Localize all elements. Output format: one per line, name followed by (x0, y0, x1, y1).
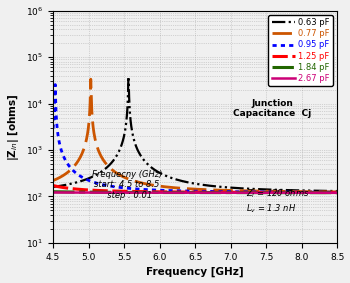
Line: 1.84 pF: 1.84 pF (53, 192, 337, 193)
0.95 pF (93, 181, 97, 184)
1.84 pF (332, 191, 336, 194)
0.95 pF (231, 190, 235, 193)
2.67 pF (180, 191, 184, 194)
2.67 pF (89, 191, 93, 194)
Line: 0.77 pF: 0.77 pF (53, 79, 337, 192)
0.77 pF (90, 109, 94, 113)
2.67 pF (231, 191, 235, 194)
0.95 pF (332, 190, 337, 194)
2.67 pF (51, 191, 55, 194)
1.84 pF (51, 190, 55, 193)
Line: 0.63 pF: 0.63 pF (53, 77, 337, 191)
0.63 pF (181, 179, 185, 183)
0.77 pF (181, 187, 185, 190)
0.95 pF (126, 186, 131, 190)
0.77 pF (93, 137, 97, 140)
1.84 pF (335, 191, 340, 194)
0.63 pF (89, 175, 93, 179)
0.77 pF (51, 179, 55, 182)
0.77 pF (231, 189, 235, 192)
1.25 pF (332, 191, 336, 194)
Line: 0.95 pF: 0.95 pF (53, 85, 337, 192)
Text: $Z_l$ = 120 ohms
$L_v$ = 1.3 nH: $Z_l$ = 120 ohms $L_v$ = 1.3 nH (246, 188, 310, 215)
1.25 pF (180, 190, 184, 194)
0.63 pF (51, 185, 55, 188)
0.63 pF (92, 174, 97, 177)
1.84 pF (126, 191, 130, 194)
0.63 pF (335, 189, 340, 193)
X-axis label: Frequency [GHz]: Frequency [GHz] (146, 267, 244, 277)
0.77 pF (332, 190, 337, 194)
1.84 pF (92, 190, 97, 194)
0.63 pF (126, 90, 130, 93)
2.67 pF (92, 191, 97, 194)
Legend: 0.63 pF, 0.77 pF, 0.95 pF, 1.25 pF, 1.84 pF, 2.67 pF: 0.63 pF, 0.77 pF, 0.95 pF, 1.25 pF, 1.84… (268, 15, 333, 86)
0.63 pF (126, 75, 131, 78)
1.25 pF (231, 191, 235, 194)
2.67 pF (332, 191, 336, 194)
0.95 pF (335, 190, 340, 194)
Text: Junction
Capacitance  Cj: Junction Capacitance Cj (233, 99, 311, 118)
2.67 pF (126, 191, 130, 194)
1.25 pF (335, 191, 340, 194)
0.95 pF (53, 83, 57, 86)
0.63 pF (231, 186, 235, 190)
1.84 pF (89, 190, 93, 194)
1.25 pF (89, 188, 93, 192)
Line: 1.25 pF: 1.25 pF (53, 186, 337, 192)
0.77 pF (126, 177, 131, 181)
1.25 pF (51, 184, 55, 187)
Y-axis label: |Z$_{in}$| [ohms]: |Z$_{in}$| [ohms] (6, 93, 21, 161)
0.63 pF (332, 189, 337, 193)
0.95 pF (90, 180, 94, 183)
2.67 pF (335, 191, 340, 194)
Text: Frequecny (GHz)
start: 4.5 to 8.5
  step : 0.01: Frequecny (GHz) start: 4.5 to 8.5 step :… (92, 170, 162, 200)
1.84 pF (231, 191, 235, 194)
0.77 pF (89, 78, 93, 81)
0.95 pF (181, 189, 185, 193)
1.84 pF (180, 191, 184, 194)
0.95 pF (51, 127, 55, 130)
0.77 pF (335, 190, 340, 194)
1.25 pF (92, 189, 97, 192)
1.25 pF (126, 190, 130, 193)
